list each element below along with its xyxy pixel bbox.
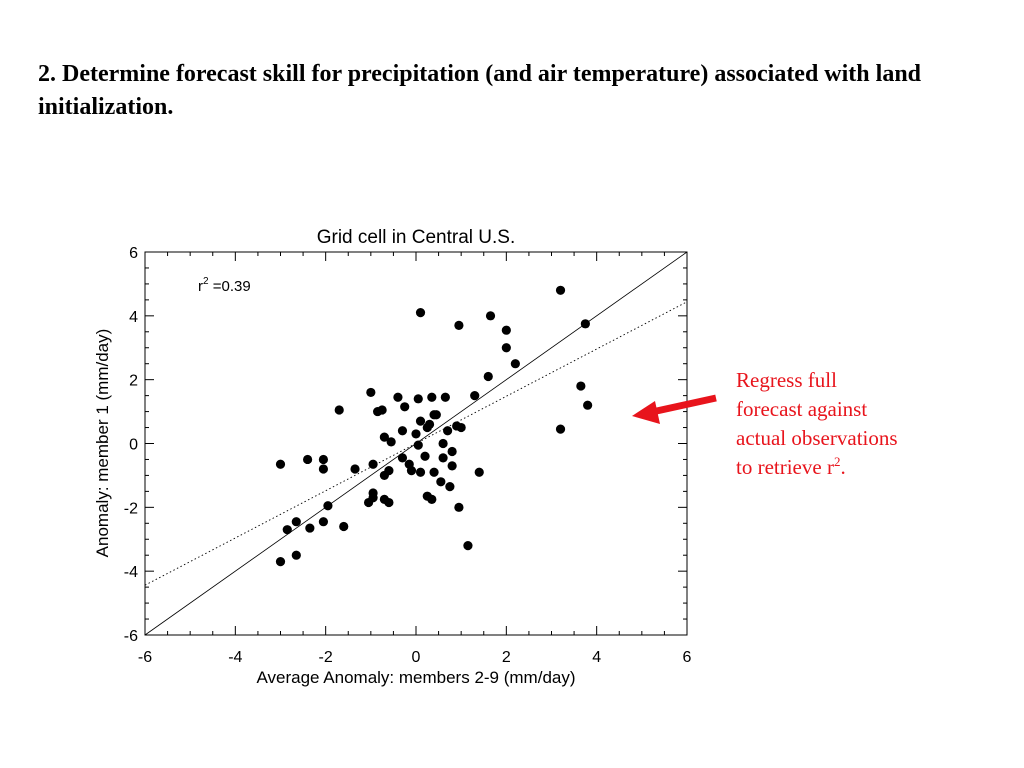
- data-point: [305, 523, 315, 533]
- data-point: [470, 391, 480, 401]
- data-point: [334, 405, 344, 415]
- r-squared-value: =0.39: [209, 278, 251, 295]
- data-point: [454, 320, 464, 331]
- data-point: [379, 432, 389, 442]
- data-point: [555, 424, 566, 434]
- data-point: [318, 464, 329, 474]
- data-point: [463, 541, 473, 551]
- x-tick-label: 2: [502, 649, 511, 666]
- data-point: [440, 392, 450, 402]
- data-point: [431, 410, 441, 420]
- data-point: [413, 440, 423, 450]
- data-point: [415, 416, 426, 426]
- data-point: [318, 517, 329, 527]
- data-point: [555, 285, 566, 295]
- r-squared-label: r2 =0.39: [198, 276, 251, 295]
- annotation-text: Regress full forecast against actual obs…: [736, 366, 966, 482]
- data-point: [436, 477, 446, 487]
- data-point: [350, 464, 360, 474]
- data-point: [282, 525, 292, 535]
- chart-title: Grid cell in Central U.S.: [317, 227, 516, 248]
- x-tick-label: -6: [138, 649, 152, 666]
- data-point: [291, 550, 301, 560]
- data-point: [501, 325, 511, 335]
- y-tick-label: 2: [129, 373, 138, 390]
- data-point: [303, 454, 313, 465]
- data-point: [384, 466, 394, 476]
- data-point: [576, 381, 586, 391]
- annotation-line-4-suffix: .: [840, 455, 846, 479]
- data-point: [413, 394, 423, 404]
- data-point: [384, 497, 394, 508]
- data-point: [377, 405, 387, 415]
- x-tick-label: 4: [592, 649, 601, 666]
- y-tick-label: 6: [129, 245, 138, 262]
- data-point: [580, 319, 590, 329]
- data-point: [427, 494, 437, 504]
- data-point: [415, 467, 426, 477]
- data-point: [406, 466, 417, 476]
- data-point: [363, 497, 374, 508]
- data-point: [275, 459, 286, 469]
- x-tick-label: -2: [319, 649, 333, 666]
- annotation-superscript: 2: [833, 454, 841, 469]
- tick-labels: -6 -4 -2 0 2 4 6 -6 -4 -2 0 2 4 6: [124, 245, 692, 666]
- y-tick-label: 4: [129, 309, 138, 326]
- data-point: [366, 387, 376, 398]
- data-point: [483, 371, 493, 382]
- x-axis-label: Average Anomaly: members 2-9 (mm/day): [256, 668, 575, 687]
- y-tick-label: -6: [124, 628, 138, 645]
- data-point: [447, 461, 457, 471]
- r-squared-superscript: 2: [203, 276, 209, 287]
- data-point: [323, 501, 333, 511]
- data-point: [445, 481, 455, 492]
- slide-heading: 2. Determine forecast skill for precipit…: [38, 61, 922, 120]
- data-point: [275, 556, 286, 567]
- annotation-line-4: to retrieve r2.: [736, 453, 966, 482]
- data-point: [424, 419, 435, 429]
- annotation-line-3: actual observations: [736, 426, 898, 450]
- data-point: [339, 521, 349, 532]
- data-point: [429, 467, 439, 477]
- data-point: [438, 453, 448, 463]
- data-point: [456, 422, 466, 433]
- data-point: [397, 453, 408, 463]
- data-point: [501, 343, 511, 353]
- y-tick-label: -2: [124, 500, 138, 517]
- data-point: [420, 451, 430, 461]
- x-tick-label: -4: [228, 649, 242, 666]
- data-point: [427, 392, 437, 402]
- data-point: [454, 502, 464, 512]
- annotation-line-1: Regress full: [736, 368, 837, 392]
- y-axis-label: Anomaly: member 1 (mm/day): [93, 329, 112, 558]
- data-point: [386, 437, 396, 447]
- data-point: [318, 454, 329, 465]
- axis-ticks: [144, 251, 688, 636]
- data-point: [400, 402, 410, 412]
- data-point: [438, 438, 448, 449]
- data-point: [393, 392, 403, 402]
- data-point: [411, 429, 421, 439]
- data-point: [415, 308, 426, 318]
- data-point: [485, 311, 496, 321]
- data-point: [447, 446, 457, 457]
- data-point: [443, 426, 453, 436]
- y-tick-label: -4: [124, 564, 138, 581]
- data-point: [397, 426, 408, 436]
- data-point: [474, 467, 484, 477]
- data-point: [510, 359, 520, 369]
- data-point: [291, 517, 301, 527]
- data-point: [583, 400, 593, 410]
- data-points: [275, 285, 593, 567]
- annotation-line-4-prefix: to retrieve r: [736, 455, 834, 479]
- r-squared-symbol: r: [198, 278, 203, 295]
- x-tick-label: 0: [412, 649, 421, 666]
- x-tick-label: 6: [683, 649, 692, 666]
- data-point: [368, 459, 378, 469]
- annotation-line-2: forecast against: [736, 397, 868, 421]
- y-tick-label: 0: [129, 437, 138, 454]
